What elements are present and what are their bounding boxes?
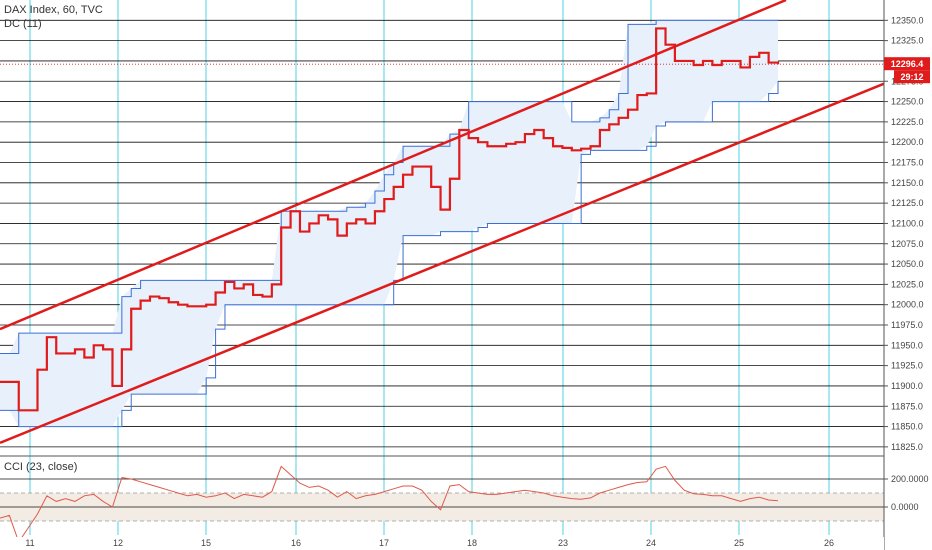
price-tick-label: 12075.0	[891, 239, 924, 249]
countdown-label: 29:12	[900, 72, 923, 82]
price-tick-label: 11875.0	[891, 401, 923, 411]
cci-axis[interactable]: 200.0000 0.0000	[884, 474, 929, 512]
time-tick-label: 18	[467, 538, 477, 548]
cci-tick-label: 200.0000	[891, 474, 929, 484]
price-tick-label: 11850.0	[891, 422, 923, 432]
cci-tick-label: 0.0000	[891, 502, 919, 512]
price-tick-label: 12225.0	[891, 117, 924, 127]
last-price-label: 12296.4	[891, 59, 924, 69]
time-tick-label: 23	[558, 538, 568, 548]
price-tick-label: 11825.0	[891, 442, 923, 452]
time-tick-label: 25	[734, 538, 744, 548]
price-tick-label: 12350.0	[891, 15, 924, 25]
time-tick-label: 12	[113, 538, 123, 548]
price-tick-label: 11975.0	[891, 320, 923, 330]
price-tick-label: 11950.0	[891, 340, 923, 350]
time-tick-label: 16	[291, 538, 301, 548]
cci-legend[interactable]: CCI (23, close)	[4, 461, 77, 473]
price-tick-label: 11925.0	[891, 361, 923, 371]
price-tick-label: 12200.0	[891, 137, 924, 147]
trend-channel-lower	[0, 84, 884, 443]
symbol-legend[interactable]: DAX Index, 60, TVC	[4, 4, 103, 16]
price-tick-label: 12025.0	[891, 279, 924, 289]
time-axis-background	[0, 537, 884, 550]
time-axis[interactable]: 11 12 15 16 17 18 23 24 25 26	[0, 537, 884, 550]
cci-pane	[0, 456, 884, 542]
price-tick-label: 12325.0	[891, 36, 924, 46]
price-pane	[0, 0, 884, 447]
price-tick-label: 12175.0	[891, 158, 924, 168]
time-tick-label: 11	[25, 538, 34, 548]
price-tick-label: 12150.0	[891, 178, 924, 188]
donchian-legend[interactable]: DC (11)	[4, 18, 42, 30]
time-tick-label: 26	[824, 538, 834, 548]
time-tick-label: 15	[201, 538, 211, 548]
price-tick-label: 11900.0	[891, 381, 923, 391]
price-tick-label: 12000.0	[891, 300, 924, 310]
price-tick-label: 12250.0	[891, 97, 924, 107]
price-tick-label: 12125.0	[891, 198, 924, 208]
price-tick-label: 12100.0	[891, 218, 924, 228]
price-tick-label: 12050.0	[891, 259, 924, 269]
time-tick-label: 24	[646, 538, 656, 548]
time-tick-label: 17	[379, 538, 389, 548]
